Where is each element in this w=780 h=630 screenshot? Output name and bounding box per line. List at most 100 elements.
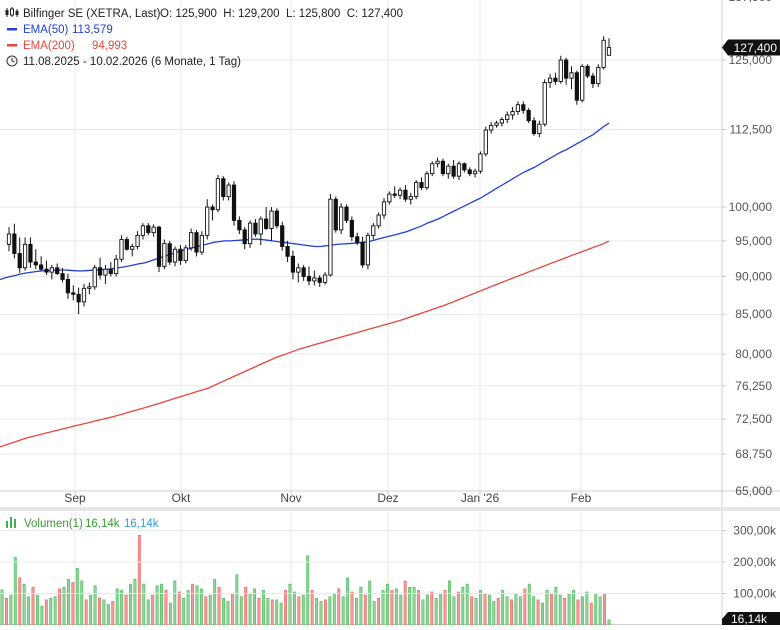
volume-bar	[111, 601, 115, 626]
volume-bar	[84, 599, 88, 626]
last-price-value: 127,400	[734, 41, 778, 55]
ema200-line	[0, 240, 610, 448]
candle	[290, 250, 296, 280]
candle	[231, 181, 237, 226]
candle	[264, 207, 269, 230]
volume-bar	[368, 580, 372, 626]
volume-bar	[4, 598, 8, 626]
candle-body	[162, 243, 167, 267]
y-tick-label: 85,000	[735, 307, 772, 321]
x-tick-label: Jan '26	[461, 491, 500, 505]
volume-bar	[239, 596, 243, 626]
candle	[253, 219, 258, 237]
candle-body	[247, 222, 253, 245]
candle	[97, 257, 103, 280]
candle	[472, 168, 478, 178]
candle-body	[33, 261, 38, 266]
pane-divider	[0, 507, 780, 511]
volume-bar	[417, 590, 420, 626]
candle	[301, 264, 306, 281]
candle-body	[205, 206, 210, 236]
candle-body	[135, 234, 140, 247]
candle	[28, 237, 33, 268]
candle	[81, 283, 87, 307]
volume-bar	[532, 596, 536, 626]
candle-body	[467, 169, 472, 175]
candle	[151, 224, 156, 237]
candle-body	[376, 214, 381, 227]
volume-bar	[297, 596, 301, 626]
volume-bar	[75, 568, 79, 626]
volume-bar	[244, 586, 248, 626]
candle-body	[483, 129, 488, 155]
ema200-value: 94,993	[92, 40, 127, 52]
volume-bar	[226, 601, 230, 626]
candle	[199, 231, 204, 255]
volume-bar	[461, 586, 465, 626]
candle	[510, 106, 515, 120]
candle-body	[355, 236, 360, 243]
candle	[462, 162, 467, 173]
candle-body	[253, 222, 258, 235]
volume-bar	[44, 599, 48, 626]
candle	[242, 227, 247, 250]
candle-body	[526, 109, 531, 122]
volume-bar	[341, 596, 345, 626]
candle	[92, 264, 97, 290]
candle-body	[108, 268, 113, 275]
volume-bar	[230, 593, 234, 626]
y-tick-label: 100,000	[729, 200, 773, 214]
candle	[430, 161, 435, 177]
candle	[274, 208, 279, 229]
y-tick-label: 80,000	[735, 347, 772, 361]
candle-body	[124, 239, 129, 250]
volume-bar	[603, 593, 607, 626]
y-axis: 137,500 125,000 112,500 100,000 95,000 90,000…	[722, 0, 772, 498]
candle-body	[596, 66, 601, 85]
volume-bar	[191, 583, 194, 626]
candle-body	[119, 239, 124, 260]
candle-body	[215, 178, 221, 211]
candle-body	[542, 82, 547, 125]
candle	[505, 111, 510, 124]
volume-bar	[421, 599, 425, 626]
candle	[215, 174, 221, 213]
ema50-value: 113,579	[72, 24, 113, 36]
y-tick-label: 95,000	[735, 234, 772, 248]
volume-bar	[390, 590, 394, 626]
volume-bar	[576, 599, 580, 626]
volume-bar	[146, 599, 150, 626]
candle-body	[531, 120, 537, 135]
volume-bar	[142, 583, 146, 626]
candle	[419, 177, 424, 191]
candle-body	[17, 253, 22, 269]
volume-bar	[412, 586, 416, 626]
range-detail: (6 Monate, 1 Tag)	[151, 56, 241, 68]
volume-bar	[496, 598, 500, 626]
volume-bar	[545, 590, 549, 626]
volume-bar	[594, 593, 598, 626]
volume-bar	[319, 601, 323, 626]
volume-bar	[355, 598, 358, 626]
volume-bar	[275, 599, 279, 626]
volume-bar	[217, 586, 221, 626]
volume-bar	[9, 594, 13, 626]
candle-body	[6, 233, 12, 245]
candle-body	[189, 232, 194, 249]
volume-bar	[124, 594, 128, 626]
candle	[205, 199, 210, 240]
volume-bar	[381, 590, 385, 626]
volume-bar	[323, 599, 327, 626]
candle-body	[71, 292, 76, 295]
candle-body	[569, 72, 574, 79]
candle	[606, 38, 612, 56]
candle	[6, 227, 12, 252]
volume-bar	[106, 604, 110, 626]
candle-body	[210, 206, 215, 211]
candle	[360, 236, 365, 268]
volume-bar	[487, 594, 491, 626]
y-tick-label: 72,500	[735, 412, 772, 426]
volume-bar	[288, 583, 292, 626]
volume-bar	[31, 586, 35, 626]
